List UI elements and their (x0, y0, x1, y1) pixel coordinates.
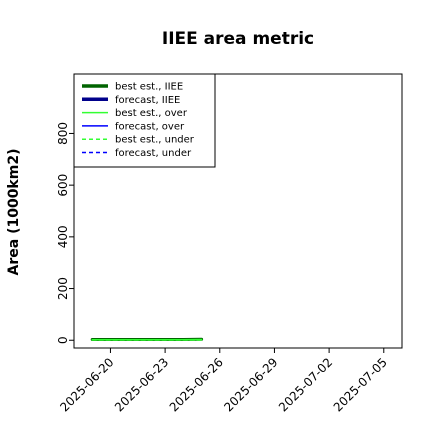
y-axis-label: Area (1000km2) (6, 149, 22, 276)
legend-entry: forecast, IIEE (115, 95, 180, 106)
x-tick-label: 2025-06-26 (167, 355, 226, 414)
x-tick-label: 2025-07-02 (276, 355, 335, 414)
x-tick-label: 2025-07-05 (331, 355, 390, 414)
legend-entry: forecast, under (115, 148, 192, 159)
y-tick-label: 800 (56, 122, 70, 145)
legend: best est., IIEE forecast, IIEE best est., … (73, 73, 216, 168)
plot-area-frame (73, 73, 403, 349)
y-tick-label: 200 (56, 277, 70, 300)
legend-box (73, 73, 216, 168)
series-layer (90, 337, 204, 341)
y-axis: 0 200 400 600 800 (56, 122, 74, 344)
x-tick-label: 2025-06-29 (221, 355, 280, 414)
y-tick-label: 0 (56, 336, 70, 344)
legend-entry: best est., IIEE (115, 82, 183, 93)
legend-entry: best est., under (115, 135, 195, 146)
x-tick-label: 2025-06-20 (57, 355, 116, 414)
x-axis: 2025-06-202025-06-232025-06-262025-06-29… (57, 348, 390, 414)
y-tick-label: 400 (56, 225, 70, 248)
legend-entry: forecast, over (115, 121, 185, 132)
chart-title: IIEE area metric (162, 29, 314, 49)
x-tick-label: 2025-06-23 (112, 355, 171, 414)
legend-entry: best est., over (115, 108, 188, 119)
y-tick-label: 600 (56, 174, 70, 197)
